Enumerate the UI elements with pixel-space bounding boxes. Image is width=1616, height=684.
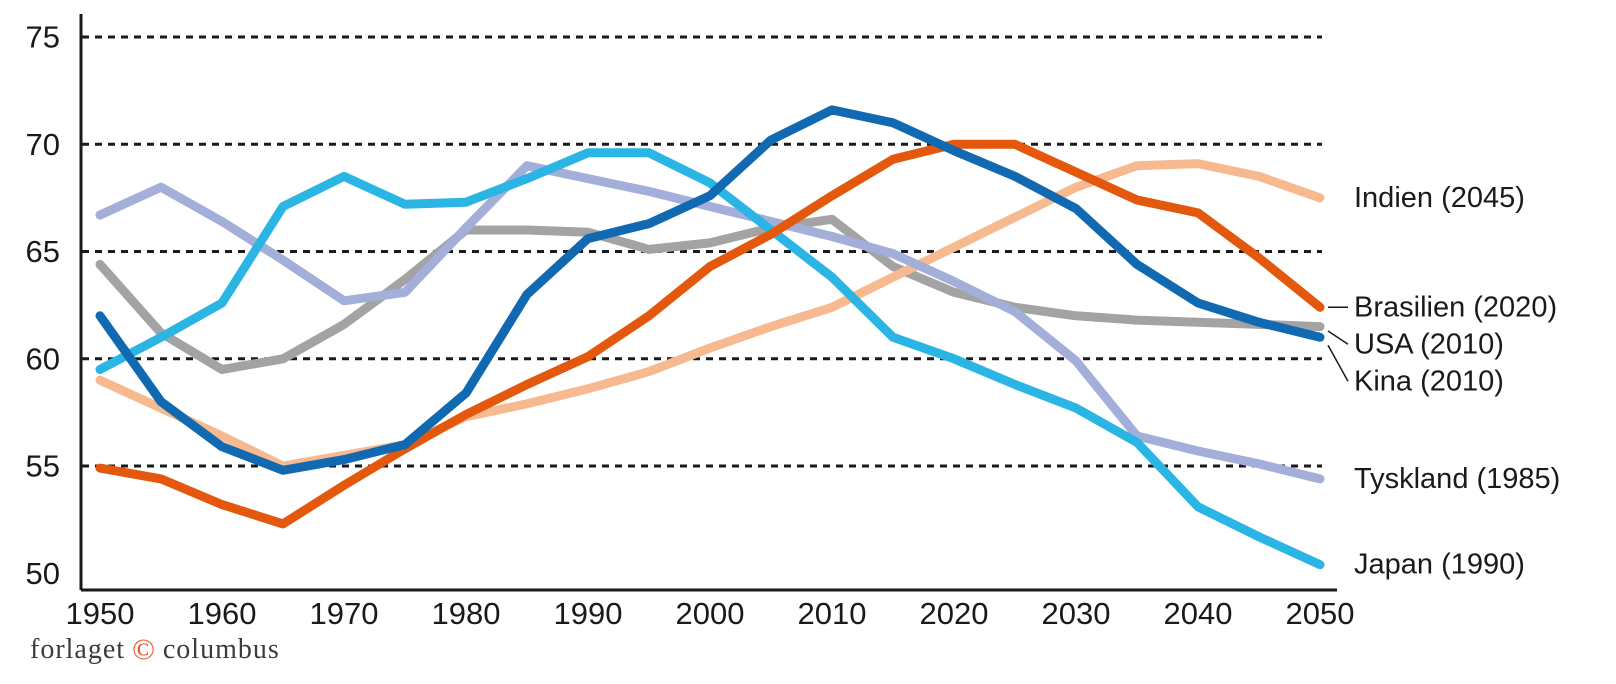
series-label-indien: Indien (2045) [1354,182,1525,214]
x-axis-label-2010: 2010 [798,596,867,631]
leader-line-kina [1327,344,1349,382]
series-label-kina: Kina (2010) [1354,365,1504,397]
series-label-japan: Japan (1990) [1354,549,1525,581]
y-axis-label-60: 60 [26,341,60,376]
publisher-brand: columbus [162,634,280,665]
x-axis-label-1950: 1950 [66,596,135,631]
population-chart: 50 55 60 65 70 75 1950 1960 1970 1980 1990 2000 2010… [26,14,1560,631]
copyright-icon: © [132,633,156,666]
y-axis-label-65: 65 [26,234,60,269]
chart-footer: forlaget © columbus [30,628,280,672]
x-axis-label-2050: 2050 [1286,596,1355,631]
y-axis-label-55: 55 [26,449,60,484]
x-axis-label-2030: 2030 [1042,596,1111,631]
x-axis-label-1960: 1960 [188,596,257,631]
series-label-brasilien: Brasilien (2020) [1354,291,1557,323]
y-axis-label-50: 50 [26,556,60,591]
x-axis-label-1970: 1970 [310,596,379,631]
x-axis-label-2040: 2040 [1164,596,1233,631]
series-line-kina [95,105,1325,475]
series-label-usa: USA (2010) [1354,328,1504,360]
x-axis-label-1990: 1990 [554,596,623,631]
series-line-tyskland [95,161,1325,484]
series-line-usa [95,214,1325,374]
series-line-brasilien [95,139,1325,529]
publisher-name: forlaget [30,634,126,665]
y-axis-label-70: 70 [26,127,60,162]
y-axis-label-75: 75 [26,20,60,55]
x-axis-label-1980: 1980 [432,596,501,631]
series-line-japan [95,148,1325,570]
series-label-tyskland: Tyskland (1985) [1354,463,1560,495]
x-axis-label-2000: 2000 [676,596,745,631]
leader-line-usa [1327,330,1349,345]
x-axis-label-2020: 2020 [920,596,989,631]
